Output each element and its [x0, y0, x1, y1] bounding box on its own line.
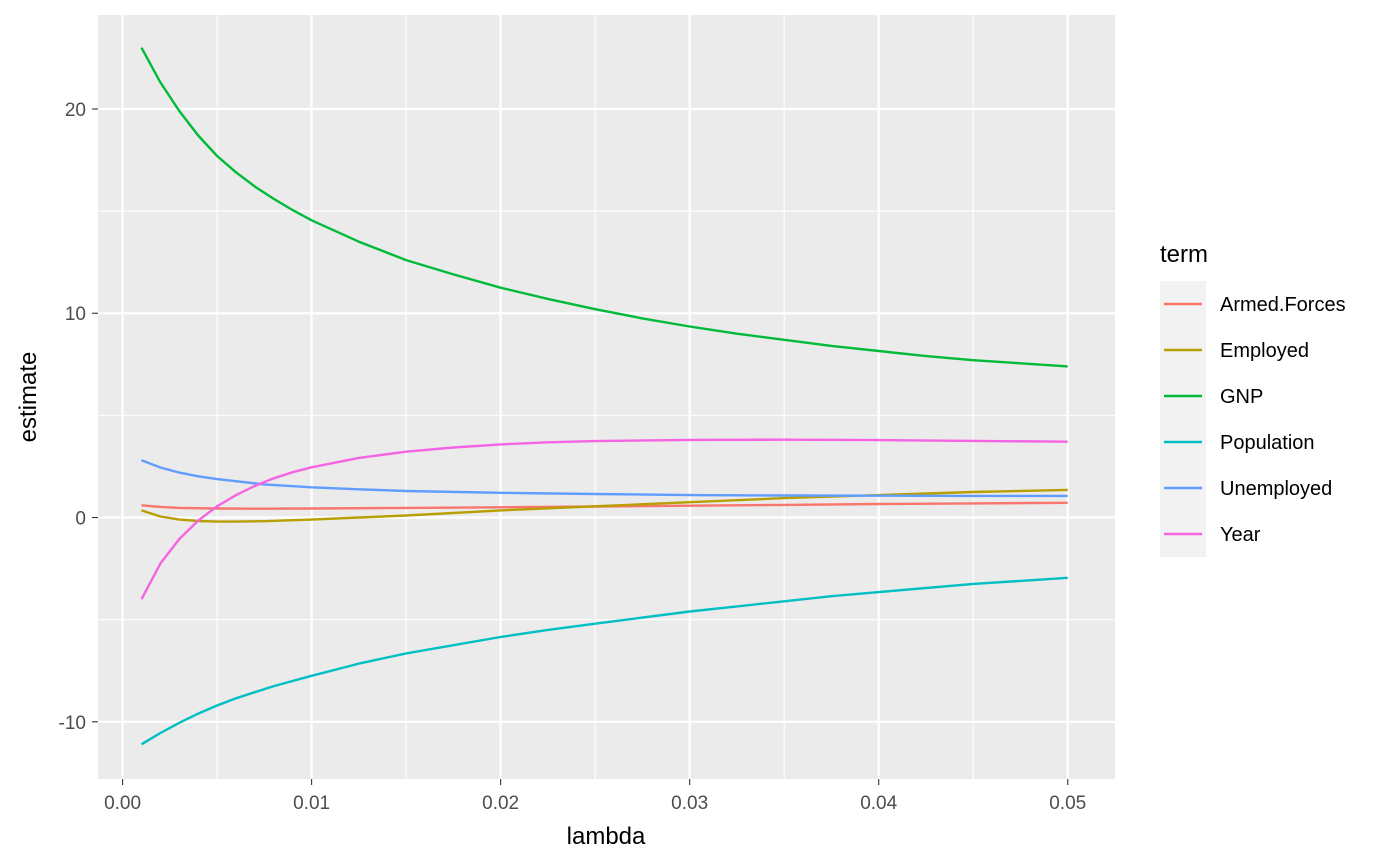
- series-line-unemployed: [141, 459, 1068, 498]
- legend-label-armed-forces: Armed.Forces: [1220, 294, 1346, 316]
- x-axis: 0.00 0.01 0.02 0.03 0.04 0.05: [104, 779, 1086, 814]
- x-tick-label: 0.02: [482, 793, 519, 814]
- series-line-population: [140, 576, 1068, 746]
- legend-key-panel: [1160, 281, 1206, 557]
- legend-label-employed: Employed: [1220, 340, 1309, 362]
- legend-label-year: Year: [1220, 524, 1261, 546]
- grid-major: [98, 15, 1115, 779]
- series-line-year: [140, 438, 1068, 600]
- legend-label-gnp: GNP: [1220, 386, 1263, 408]
- y-tick-label: 20: [65, 100, 86, 121]
- x-tick-label: 0.03: [671, 793, 708, 814]
- y-tick-label: 10: [65, 304, 86, 325]
- series-line-employed: [141, 488, 1068, 523]
- plot-panel: [98, 15, 1115, 779]
- x-axis-title: lambda: [567, 823, 646, 850]
- x-tick-label: 0.00: [104, 793, 141, 814]
- legend-title: term: [1160, 241, 1208, 268]
- y-axis: -10 0 10 20: [59, 100, 98, 734]
- grid-minor: [98, 15, 1115, 779]
- series-line-armed-forces: [141, 501, 1068, 510]
- legend-label-unemployed: Unemployed: [1220, 478, 1332, 500]
- series-line-gnp: [140, 47, 1068, 368]
- y-tick-label: -10: [59, 713, 86, 734]
- series-lines: [140, 47, 1068, 746]
- x-tick-label: 0.01: [293, 793, 330, 814]
- legend-items: Armed.Forces Employed GNP Population Unemplo…: [1164, 294, 1346, 546]
- legend-label-population: Population: [1220, 432, 1315, 454]
- y-tick-label: 0: [75, 509, 86, 530]
- x-tick-label: 0.04: [860, 793, 897, 814]
- x-tick-label: 0.05: [1049, 793, 1086, 814]
- legend: term Armed.Forces Employed GNP Population Un…: [1160, 241, 1346, 557]
- y-axis-title: estimate: [15, 352, 42, 443]
